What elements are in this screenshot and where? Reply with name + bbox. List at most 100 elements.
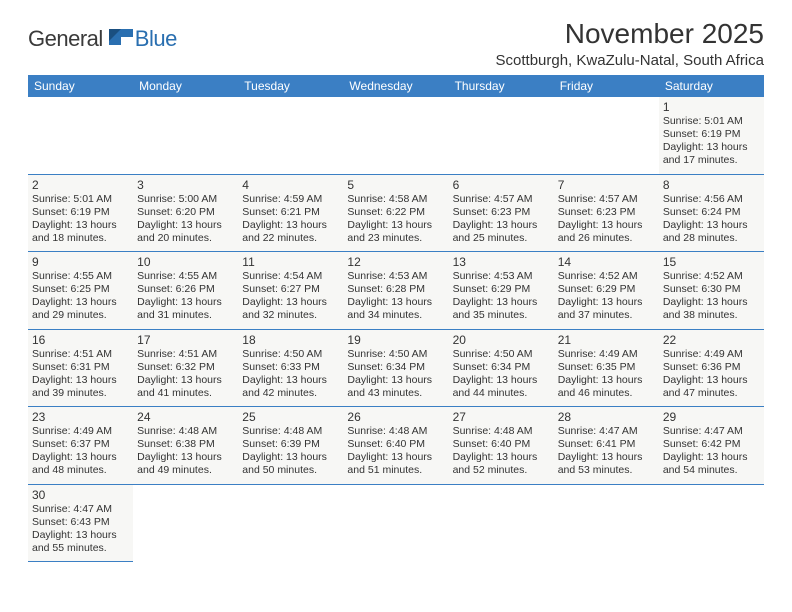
calendar-cell: 18Sunrise: 4:50 AMSunset: 6:33 PMDayligh…	[238, 329, 343, 407]
daylight-line-1: Daylight: 13 hours	[32, 219, 129, 232]
logo-text-blue: Blue	[135, 26, 177, 52]
day-number: 4	[242, 178, 339, 192]
sunset-line: Sunset: 6:19 PM	[32, 206, 129, 219]
weekday-header: Sunday	[28, 75, 133, 97]
calendar-cell	[343, 484, 448, 562]
daylight-line-1: Daylight: 13 hours	[347, 219, 444, 232]
calendar-cell: 6Sunrise: 4:57 AMSunset: 6:23 PMDaylight…	[449, 174, 554, 252]
daylight-line-1: Daylight: 13 hours	[453, 296, 550, 309]
day-number: 20	[453, 333, 550, 347]
calendar-cell: 10Sunrise: 4:55 AMSunset: 6:26 PMDayligh…	[133, 252, 238, 330]
calendar-cell	[449, 484, 554, 562]
calendar-cell	[133, 484, 238, 562]
sunset-line: Sunset: 6:26 PM	[137, 283, 234, 296]
daylight-line-1: Daylight: 13 hours	[347, 296, 444, 309]
day-number: 28	[558, 410, 655, 424]
sunset-line: Sunset: 6:34 PM	[453, 361, 550, 374]
logo: General Blue	[28, 26, 177, 52]
daylight-line-1: Daylight: 13 hours	[32, 296, 129, 309]
sunrise-line: Sunrise: 4:48 AM	[242, 425, 339, 438]
sunset-line: Sunset: 6:29 PM	[453, 283, 550, 296]
weekday-header: Friday	[554, 75, 659, 97]
calendar-cell: 9Sunrise: 4:55 AMSunset: 6:25 PMDaylight…	[28, 252, 133, 330]
calendar-cell	[343, 97, 448, 174]
daylight-line-1: Daylight: 13 hours	[137, 296, 234, 309]
weekday-header: Tuesday	[238, 75, 343, 97]
sunset-line: Sunset: 6:22 PM	[347, 206, 444, 219]
sunset-line: Sunset: 6:20 PM	[137, 206, 234, 219]
sunset-line: Sunset: 6:31 PM	[32, 361, 129, 374]
calendar-cell	[659, 484, 764, 562]
calendar-week: 9Sunrise: 4:55 AMSunset: 6:25 PMDaylight…	[28, 252, 764, 330]
calendar-cell: 25Sunrise: 4:48 AMSunset: 6:39 PMDayligh…	[238, 407, 343, 485]
day-number: 9	[32, 255, 129, 269]
daylight-line-2: and 17 minutes.	[663, 154, 760, 167]
sunrise-line: Sunrise: 4:52 AM	[558, 270, 655, 283]
location: Scottburgh, KwaZulu-Natal, South Africa	[496, 52, 764, 69]
logo-text-general: General	[28, 26, 103, 52]
calendar-cell: 28Sunrise: 4:47 AMSunset: 6:41 PMDayligh…	[554, 407, 659, 485]
daylight-line-1: Daylight: 13 hours	[453, 374, 550, 387]
sunset-line: Sunset: 6:28 PM	[347, 283, 444, 296]
daylight-line-1: Daylight: 13 hours	[558, 219, 655, 232]
sunset-line: Sunset: 6:25 PM	[32, 283, 129, 296]
day-number: 18	[242, 333, 339, 347]
daylight-line-1: Daylight: 13 hours	[558, 451, 655, 464]
sunrise-line: Sunrise: 4:49 AM	[558, 348, 655, 361]
day-number: 6	[453, 178, 550, 192]
sunset-line: Sunset: 6:34 PM	[347, 361, 444, 374]
calendar-cell: 17Sunrise: 4:51 AMSunset: 6:32 PMDayligh…	[133, 329, 238, 407]
sunrise-line: Sunrise: 4:50 AM	[347, 348, 444, 361]
daylight-line-2: and 52 minutes.	[453, 464, 550, 477]
daylight-line-1: Daylight: 13 hours	[663, 219, 760, 232]
day-number: 21	[558, 333, 655, 347]
sunset-line: Sunset: 6:36 PM	[663, 361, 760, 374]
daylight-line-1: Daylight: 13 hours	[137, 451, 234, 464]
calendar-cell: 12Sunrise: 4:53 AMSunset: 6:28 PMDayligh…	[343, 252, 448, 330]
calendar-cell	[133, 97, 238, 174]
day-number: 7	[558, 178, 655, 192]
calendar-cell: 23Sunrise: 4:49 AMSunset: 6:37 PMDayligh…	[28, 407, 133, 485]
calendar-cell: 16Sunrise: 4:51 AMSunset: 6:31 PMDayligh…	[28, 329, 133, 407]
daylight-line-1: Daylight: 13 hours	[137, 219, 234, 232]
daylight-line-2: and 44 minutes.	[453, 387, 550, 400]
sunrise-line: Sunrise: 4:53 AM	[453, 270, 550, 283]
sunrise-line: Sunrise: 4:48 AM	[137, 425, 234, 438]
sunset-line: Sunset: 6:30 PM	[663, 283, 760, 296]
day-number: 16	[32, 333, 129, 347]
daylight-line-1: Daylight: 13 hours	[32, 529, 129, 542]
sunrise-line: Sunrise: 5:01 AM	[32, 193, 129, 206]
calendar-cell: 24Sunrise: 4:48 AMSunset: 6:38 PMDayligh…	[133, 407, 238, 485]
sunrise-line: Sunrise: 4:49 AM	[663, 348, 760, 361]
daylight-line-1: Daylight: 13 hours	[242, 374, 339, 387]
calendar-header-row: SundayMondayTuesdayWednesdayThursdayFrid…	[28, 75, 764, 97]
calendar-cell: 4Sunrise: 4:59 AMSunset: 6:21 PMDaylight…	[238, 174, 343, 252]
day-number: 3	[137, 178, 234, 192]
daylight-line-2: and 39 minutes.	[32, 387, 129, 400]
daylight-line-2: and 35 minutes.	[453, 309, 550, 322]
day-number: 29	[663, 410, 760, 424]
daylight-line-2: and 49 minutes.	[137, 464, 234, 477]
sunset-line: Sunset: 6:40 PM	[453, 438, 550, 451]
daylight-line-1: Daylight: 13 hours	[558, 374, 655, 387]
sunset-line: Sunset: 6:21 PM	[242, 206, 339, 219]
sunset-line: Sunset: 6:38 PM	[137, 438, 234, 451]
day-number: 19	[347, 333, 444, 347]
day-number: 5	[347, 178, 444, 192]
sunrise-line: Sunrise: 4:57 AM	[558, 193, 655, 206]
sunrise-line: Sunrise: 4:49 AM	[32, 425, 129, 438]
day-number: 10	[137, 255, 234, 269]
daylight-line-1: Daylight: 13 hours	[242, 451, 339, 464]
calendar-cell: 21Sunrise: 4:49 AMSunset: 6:35 PMDayligh…	[554, 329, 659, 407]
daylight-line-1: Daylight: 13 hours	[663, 141, 760, 154]
weekday-header: Thursday	[449, 75, 554, 97]
daylight-line-1: Daylight: 13 hours	[242, 219, 339, 232]
daylight-line-2: and 41 minutes.	[137, 387, 234, 400]
daylight-line-1: Daylight: 13 hours	[663, 296, 760, 309]
daylight-line-2: and 32 minutes.	[242, 309, 339, 322]
calendar-cell: 5Sunrise: 4:58 AMSunset: 6:22 PMDaylight…	[343, 174, 448, 252]
sunrise-line: Sunrise: 4:59 AM	[242, 193, 339, 206]
day-number: 12	[347, 255, 444, 269]
daylight-line-2: and 50 minutes.	[242, 464, 339, 477]
sunset-line: Sunset: 6:43 PM	[32, 516, 129, 529]
